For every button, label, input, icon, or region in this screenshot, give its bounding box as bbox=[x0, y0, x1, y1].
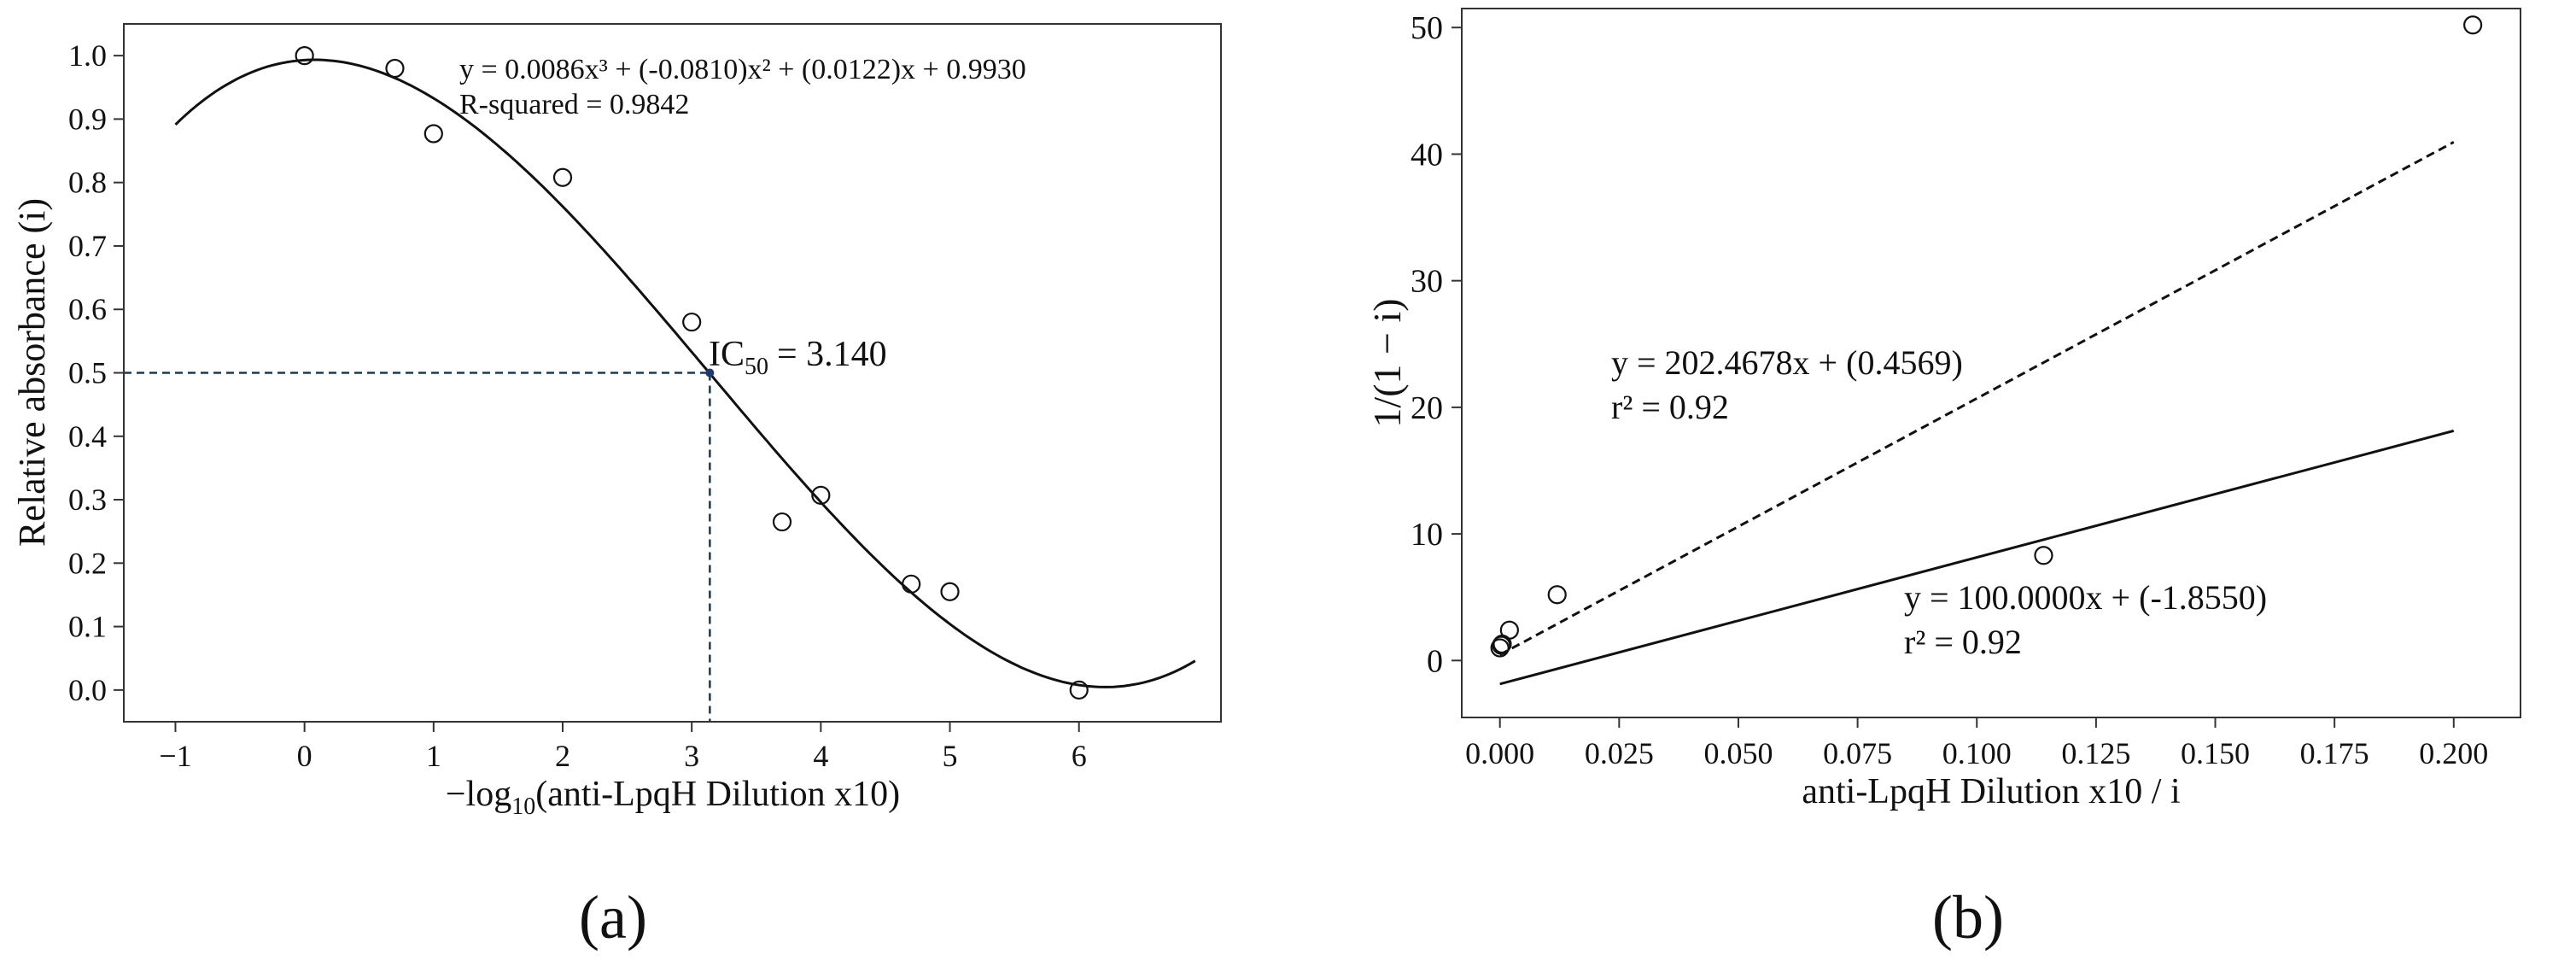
chart-b: 0.000 0.025 0.050 0.075 0.100 0.125 0.150 0.175… bbox=[1365, 8, 2521, 952]
chart-b-ytick-label: 50 bbox=[1411, 10, 1443, 46]
chart-a-data-point bbox=[682, 312, 702, 332]
chart-a-ic50-marker bbox=[705, 368, 715, 378]
chart-b-xtick-label: 0.150 bbox=[2181, 736, 2250, 770]
chart-b-xlabel: anti-LpqH Dilution x10 / i bbox=[1802, 772, 2180, 811]
chart-a-xtick-label: −1 bbox=[159, 739, 191, 773]
chart-a-xtick-label: 3 bbox=[684, 739, 699, 773]
chart-b-ytick-label: 10 bbox=[1411, 517, 1443, 553]
chart-b-ytick-label: 30 bbox=[1411, 264, 1443, 300]
chart-a-ytick-label: 0.4 bbox=[68, 419, 107, 454]
chart-b-xtick-label: 0.000 bbox=[1465, 736, 1534, 770]
chart-a-data-point bbox=[295, 46, 314, 66]
chart-a-data-point bbox=[1069, 680, 1089, 700]
chart-b-ytick-label: 40 bbox=[1411, 137, 1443, 173]
chart-a-ytick-label: 1.0 bbox=[68, 38, 107, 73]
chart-a-ytick-label: 0.3 bbox=[68, 483, 107, 517]
chart-b-data-point bbox=[1490, 638, 1510, 658]
chart-a-ic50-label: IC50 = 3.140 bbox=[709, 335, 887, 380]
panel-a-label: (a) bbox=[579, 883, 647, 952]
chart-a-data-point bbox=[423, 124, 443, 143]
chart-b-dashed-r2: r² = 0.92 bbox=[1611, 388, 1729, 426]
chart-a-data-point bbox=[902, 574, 921, 594]
chart-b-ylabel: 1/(1 − i) bbox=[1365, 298, 1409, 427]
chart-b-data-point bbox=[1547, 585, 1567, 605]
chart-b-ticks: 0.000 0.025 0.050 0.075 0.100 0.125 0.150 0.175… bbox=[1411, 10, 2488, 770]
chart-a: −1 0 1 2 3 4 5 6 0.0 0.1 0.2 0.3 0.4 0.5 0.6 0.7 0.8 0.9 1… bbox=[11, 23, 1222, 952]
chart-a-ic50-guides bbox=[124, 372, 711, 722]
chart-b-fit-dashed bbox=[1498, 141, 2455, 656]
chart-b-dashed-equation: y = 202.4678x + (0.4569) bbox=[1611, 343, 1963, 382]
chart-b-data-point bbox=[2463, 15, 2483, 35]
panel-b-label: (b) bbox=[1932, 883, 2004, 952]
chart-b-xtick-label: 0.125 bbox=[2061, 736, 2130, 770]
chart-a-xtick-label: 0 bbox=[297, 739, 313, 773]
chart-a-data-point bbox=[552, 167, 573, 187]
chart-b-frame bbox=[1461, 8, 2521, 718]
chart-a-xtick-label: 2 bbox=[555, 739, 570, 773]
chart-b-data-point bbox=[1499, 620, 1519, 640]
chart-a-xtick-label: 5 bbox=[943, 739, 958, 773]
chart-a-data-point bbox=[811, 485, 831, 505]
chart-a-ytick-label: 0.5 bbox=[68, 356, 107, 390]
chart-a-equation: y = 0.0086x³ + (-0.0810)x² + (0.0122)x +… bbox=[459, 54, 1026, 85]
chart-b-solid-r2: r² = 0.92 bbox=[1904, 623, 2022, 661]
chart-a-ytick-label: 0.0 bbox=[68, 673, 107, 707]
chart-b-xtick-label: 0.050 bbox=[1703, 736, 1773, 770]
chart-a-data-point bbox=[940, 582, 960, 601]
chart-b-xtick-label: 0.100 bbox=[1942, 736, 2012, 770]
chart-a-frame bbox=[123, 23, 1222, 723]
chart-b-ytick-label: 0 bbox=[1427, 643, 1443, 679]
chart-b-ytick-label: 20 bbox=[1411, 390, 1443, 426]
chart-a-data-point bbox=[385, 58, 405, 79]
chart-a-xlabel: −log10(anti-LpqH Dilution x10) bbox=[446, 775, 900, 820]
chart-a-r-squared: R-squared = 0.9842 bbox=[459, 89, 689, 120]
chart-a-data-point bbox=[772, 512, 792, 532]
chart-b-points bbox=[1490, 15, 2483, 658]
chart-a-xtick-label: 4 bbox=[813, 739, 828, 773]
chart-b-xtick-label: 0.075 bbox=[1823, 736, 1892, 770]
chart-a-ytick-label: 0.9 bbox=[68, 102, 107, 136]
chart-a-ytick-label: 0.7 bbox=[68, 229, 107, 263]
chart-a-ticks: −1 0 1 2 3 4 5 6 0.0 0.1 0.2 0.3 0.4 0.5 0.6 0.7 0.8 0.9 1… bbox=[68, 38, 1087, 773]
chart-a-ytick-label: 0.1 bbox=[68, 610, 107, 644]
chart-a-ytick-label: 0.6 bbox=[68, 292, 107, 326]
chart-a-xtick-label: 6 bbox=[1072, 739, 1087, 773]
chart-a-points bbox=[295, 46, 1089, 700]
chart-a-fit-curve bbox=[174, 58, 1196, 688]
chart-a-ytick-label: 0.8 bbox=[68, 166, 107, 200]
chart-b-xtick-label: 0.025 bbox=[1585, 736, 1654, 770]
chart-a-ytick-label: 0.2 bbox=[68, 546, 107, 580]
chart-b-xtick-label: 0.200 bbox=[2419, 736, 2488, 770]
chart-b-fit-solid bbox=[1499, 429, 2455, 686]
chart-b-solid-equation: y = 100.0000x + (-1.8550) bbox=[1904, 578, 2267, 617]
chart-b-xtick-label: 0.175 bbox=[2300, 736, 2369, 770]
chart-a-ylabel: Relative absorbance (i) bbox=[11, 198, 53, 547]
chart-b-data-point bbox=[2034, 546, 2053, 565]
chart-a-xtick-label: 1 bbox=[426, 739, 441, 773]
